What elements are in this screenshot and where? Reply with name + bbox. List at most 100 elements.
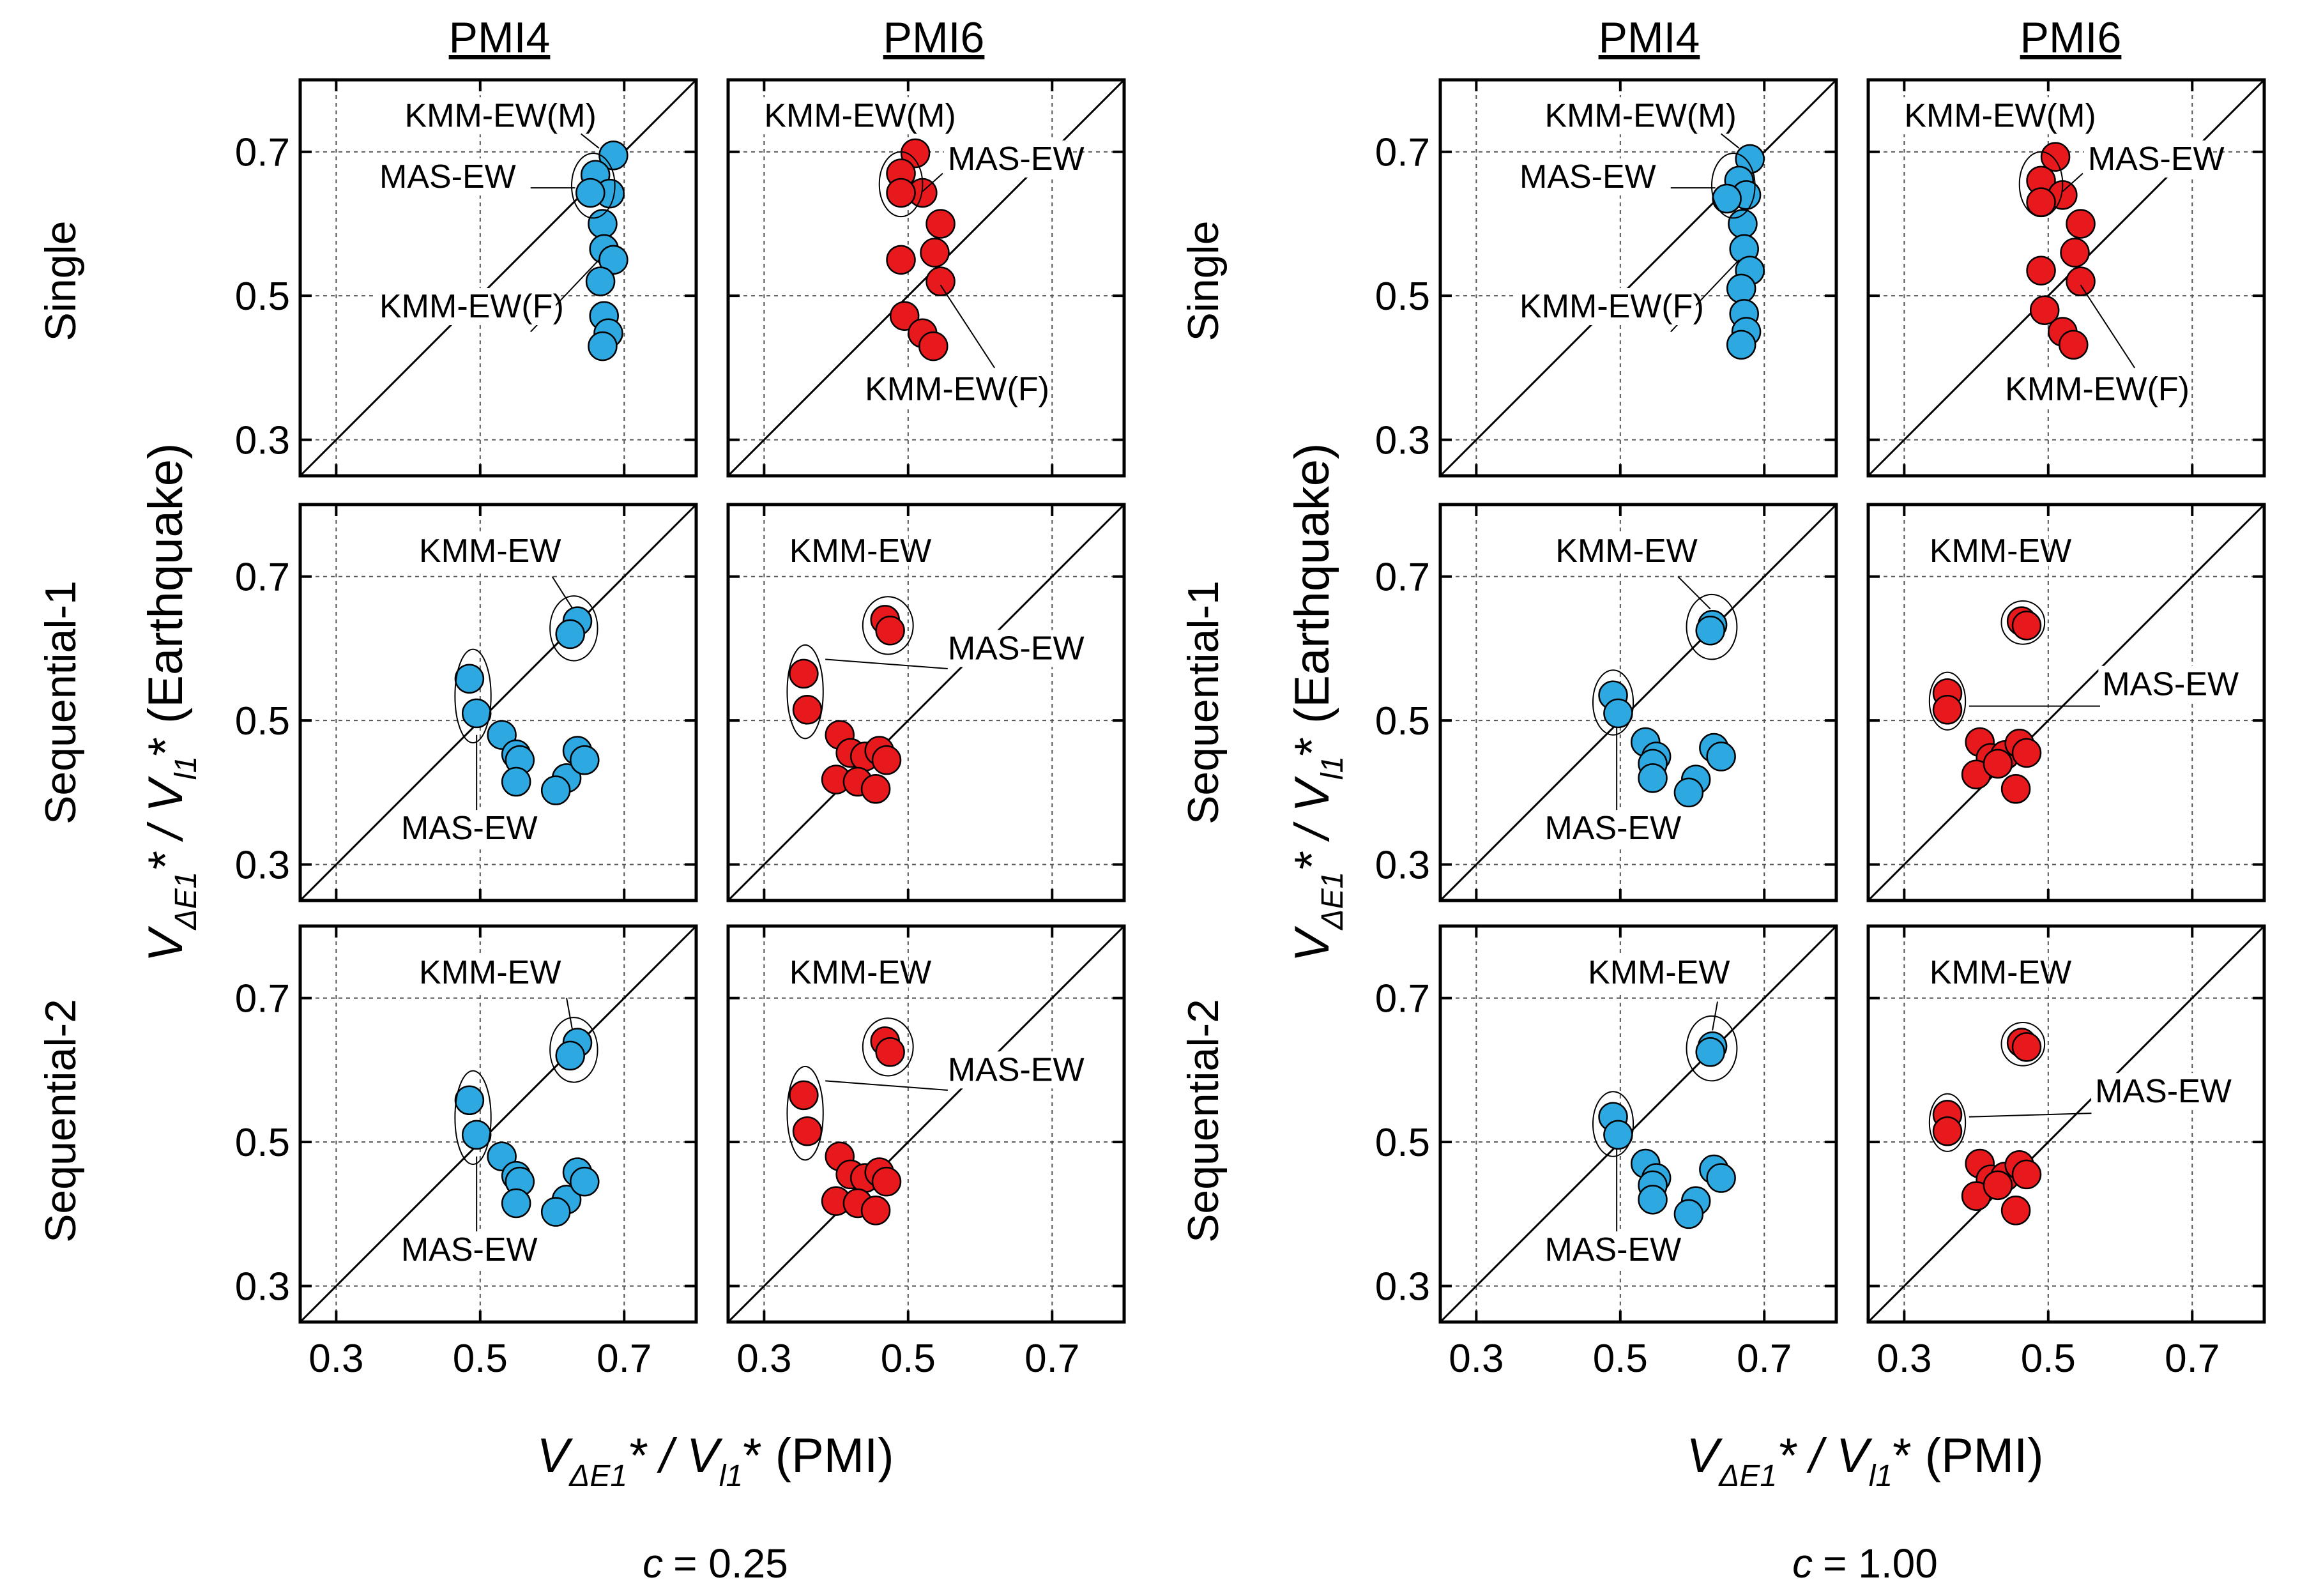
callout-label-bg: [376, 158, 498, 196]
callout-ellipse: [878, 151, 924, 218]
callout-label: KMM-EW: [789, 533, 931, 570]
callout-ellipse: [1592, 1091, 1634, 1157]
callout-label: KMM-EW(M): [404, 97, 596, 134]
y-tick-label: 0.7: [235, 977, 290, 1021]
data-point: [1932, 1116, 1963, 1146]
x-tick-label: 0.3: [308, 1337, 363, 1381]
panel-frame: [1866, 503, 2266, 902]
callout-label: MAS-EW: [379, 158, 516, 195]
row-title-sequential2-left: Sequential-2: [36, 999, 85, 1243]
panel-frame: [726, 503, 1126, 902]
data-point: [570, 1166, 600, 1197]
y-tick-label: 0.3: [1375, 419, 1430, 463]
x-axis-title-tail: * (PMI): [743, 1429, 894, 1483]
data-point: [875, 1037, 905, 1067]
callout-label-bg: [785, 533, 908, 570]
data-point: [2000, 1196, 2031, 1226]
scatter-panel: 0.3 0.5 0.7 KMM-EW MAS-EW: [1375, 503, 1838, 902]
data-point: [1638, 763, 1668, 793]
column-title-pmi4-left: PMI4: [449, 13, 551, 62]
y-tick-label: 0.7: [1375, 977, 1430, 1021]
data-point: [875, 616, 905, 646]
callout-label-bg: [943, 140, 1067, 178]
callout-leader: [2080, 284, 2135, 369]
callout-leader: [566, 998, 574, 1030]
diagonal-line: [299, 925, 697, 1323]
callout-label-bg: [397, 810, 520, 847]
data-point: [1695, 1037, 1725, 1067]
column-title-pmi6-left: PMI6: [883, 13, 985, 62]
data-point: [2011, 738, 2042, 768]
callout-ellipse: [1710, 152, 1756, 219]
callout-label: KMM-EW: [789, 954, 931, 991]
callout-label-bg: [2001, 370, 2182, 408]
data-point: [2011, 1032, 2042, 1062]
data-point: [454, 1085, 485, 1116]
scatter-panel: KMM-EW MAS-EW: [726, 503, 1126, 902]
footer-c-symbol: c: [643, 1540, 663, 1586]
callout-ellipse: [786, 644, 824, 740]
callout-label: KMM-EW(F): [1519, 288, 1704, 325]
callout-ellipse: [1928, 671, 1967, 731]
data-point: [575, 178, 605, 208]
callout-ellipse: [1686, 1015, 1738, 1082]
panel-frame: [298, 78, 698, 478]
callout-label: MAS-EW: [1519, 158, 1656, 195]
diagonal-line: [299, 503, 697, 902]
data-point: [1712, 183, 1742, 214]
callout-label-bg: [415, 533, 538, 570]
callout-label: KMM-EW: [1555, 533, 1697, 570]
scatter-panel: KMM-EW(M) MAS-EW KMM-EW(F): [1866, 78, 2266, 478]
data-point: [1638, 1185, 1668, 1215]
callout-label-bg: [943, 1051, 1067, 1089]
callout-label-bg: [2083, 140, 2207, 178]
callout-label: MAS-EW: [1544, 1231, 1681, 1268]
scatter-panel: 0.3 0.5 0.7 KMM-EW(M) MAS-EW KMM-EW(F): [1375, 78, 1838, 478]
data-point: [570, 745, 600, 775]
callout-label: KMM-EW(M): [1544, 97, 1736, 134]
y-tick-label: 0.3: [1375, 844, 1430, 888]
data-point: [2040, 142, 2071, 172]
data-point: [871, 1166, 902, 1197]
y-tick-label: 0.3: [1375, 1265, 1430, 1309]
x-tick-label: 0.7: [1024, 1337, 1079, 1381]
data-point: [860, 1196, 891, 1226]
data-point: [1706, 741, 1736, 771]
callout-label: KMM-EW(F): [2005, 371, 2190, 408]
x-axis-title-left: VΔE1* / Vl1* (PMI): [537, 1429, 894, 1493]
y-axis-title-v1: V: [139, 925, 193, 962]
data-point: [2000, 774, 2031, 804]
y-tick-label: 0.5: [1375, 275, 1430, 319]
callout-leader: [1969, 1113, 2092, 1118]
callout-leader: [1677, 576, 1711, 610]
footer-c-left: c = 0.25: [643, 1540, 788, 1586]
panel-frame: [1438, 924, 1838, 1324]
callout-label: KMM-EW: [419, 533, 561, 570]
callout-ellipse: [1592, 669, 1634, 736]
data-point: [1726, 330, 1756, 360]
y-tick-label: 0.7: [1375, 556, 1430, 600]
callout-label-bg: [861, 370, 1042, 408]
y-tick-label: 0.7: [235, 131, 290, 175]
callout-label-bg: [1900, 97, 2081, 135]
row-title-sequential2-right: Sequential-2: [1179, 999, 1228, 1243]
data-point: [555, 619, 585, 650]
data-point: [2060, 238, 2090, 268]
panel-frame: [298, 503, 698, 902]
callout-ellipse: [549, 595, 598, 662]
x-tick-label: 0.5: [2021, 1337, 2076, 1381]
row-title-sequential1-left: Sequential-1: [36, 581, 85, 825]
data-point: [461, 698, 492, 729]
y-axis-title-right: VΔE1* / Vl1* (Earthquake): [1285, 443, 1350, 962]
callout-label-bg: [785, 954, 908, 992]
callout-leader: [940, 284, 995, 369]
data-point: [860, 774, 891, 804]
y-axis-title-sub1: ΔE1: [1316, 872, 1350, 931]
data-point: [871, 745, 902, 775]
x-axis-title-tail: * (PMI): [1893, 1429, 2043, 1483]
callout-ellipse: [570, 152, 616, 219]
x-tick-label: 0.7: [1737, 1337, 1792, 1381]
callout-ellipse: [862, 596, 914, 655]
data-point: [792, 1116, 823, 1146]
callout-label: MAS-EW: [401, 810, 538, 847]
